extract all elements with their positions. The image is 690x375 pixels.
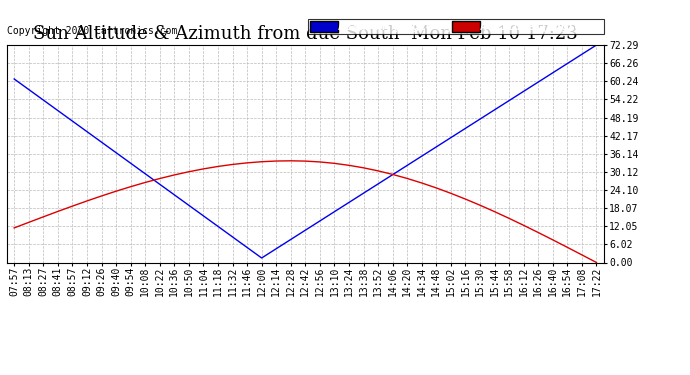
Title: Sun Altitude & Azimuth from due South  Mon Feb 10 17:23: Sun Altitude & Azimuth from due South Mo…	[33, 26, 578, 44]
Text: Copyright 2020 Cartronics.com: Copyright 2020 Cartronics.com	[7, 26, 177, 36]
Legend: Azimuth (Angle °), Altitude (Angle °): Azimuth (Angle °), Altitude (Angle °)	[308, 19, 604, 34]
